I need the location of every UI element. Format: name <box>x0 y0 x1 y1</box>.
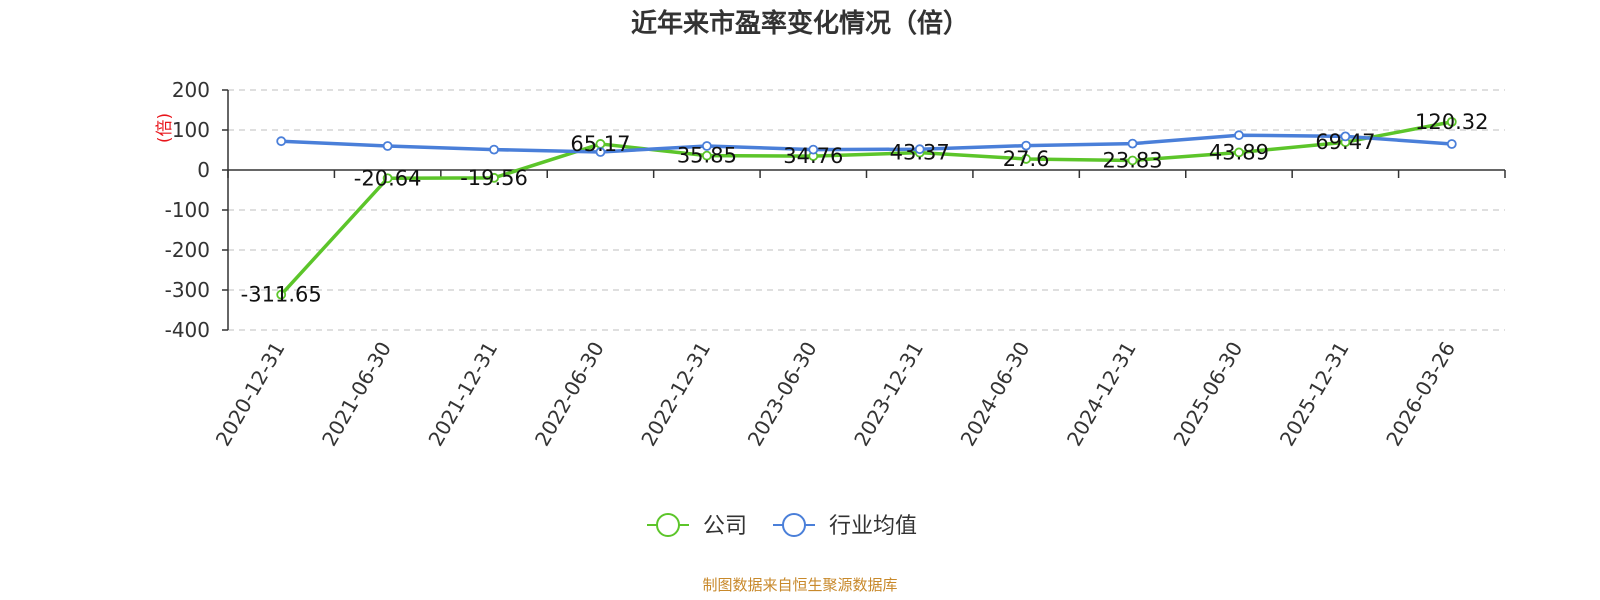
data-point-0 <box>276 289 287 300</box>
x-tick-label: 2024-06-30 <box>956 338 1035 451</box>
data-label: 27.6 <box>1003 147 1050 171</box>
data-labels: -311.65 -20.64 -19.56 65.17 35.85 34.76 43.37 2… <box>241 110 1489 307</box>
data-point-0 <box>382 173 393 184</box>
y-tick-label: -100 <box>165 198 210 222</box>
data-label: -20.64 <box>354 166 422 190</box>
source-note: 制图数据来自恒生聚源数据库 <box>702 576 897 594</box>
x-tick-label: 2025-06-30 <box>1168 338 1247 451</box>
data-label: 35.85 <box>677 144 737 168</box>
data-point-1 <box>1340 131 1351 142</box>
y-tick-label: -400 <box>165 318 210 342</box>
data-point-0 <box>701 150 712 161</box>
data-label: -19.56 <box>460 166 528 190</box>
data-point-1 <box>276 136 287 147</box>
x-tick-label: 2023-12-31 <box>849 338 928 451</box>
x-tick-label: 2023-06-30 <box>743 338 822 451</box>
y-tick-label: -300 <box>165 278 210 302</box>
chart-title: 近年来市盈率变化情况（倍） <box>631 8 969 39</box>
x-tick-label: 2020-12-31 <box>211 338 290 451</box>
data-point-1 <box>1021 140 1032 151</box>
data-label: 65.17 <box>570 132 630 156</box>
legend-label-1: 行业均值 <box>829 514 917 539</box>
x-tick-label: 2026-03-26 <box>1381 338 1460 451</box>
data-point-1 <box>914 144 925 155</box>
data-point-1 <box>382 141 393 151</box>
data-point-0 <box>489 172 499 183</box>
series-line-1 <box>281 133 1452 154</box>
y-tick-label: 0 <box>197 158 210 182</box>
x-tick-label: 2022-12-31 <box>636 338 715 451</box>
data-point-0 <box>1127 155 1138 166</box>
data-point-0 <box>1446 116 1457 127</box>
data-label: 34.76 <box>783 144 843 168</box>
data-point-1 <box>1446 139 1457 149</box>
data-point-1 <box>1127 138 1138 149</box>
data-label: 69.47 <box>1315 130 1375 154</box>
series-line-0 <box>279 120 1453 296</box>
data-label: 43.89 <box>1209 140 1269 164</box>
data-points <box>276 116 1457 300</box>
data-point-1 <box>489 144 499 155</box>
data-point-0 <box>1234 147 1244 158</box>
y-tick-label: 200 <box>172 78 210 102</box>
y-tick-label: 100 <box>172 118 210 142</box>
x-tick-label: 2021-12-31 <box>423 338 502 451</box>
x-tick-label: 2022-06-30 <box>530 338 609 451</box>
data-point-1 <box>808 144 819 155</box>
series-lines <box>279 120 1453 296</box>
data-point-0 <box>1021 154 1032 164</box>
legend-label-0: 公司 <box>703 514 747 539</box>
data-point-1 <box>595 147 606 157</box>
y-axis-label: (倍) <box>155 113 175 143</box>
grid-lines <box>228 89 1505 331</box>
legend-marker-1 <box>782 513 806 537</box>
legend: 公司 行业均值 <box>647 513 917 539</box>
data-label: 23.83 <box>1102 148 1162 172</box>
data-label: 120.32 <box>1415 110 1488 134</box>
data-label: 43.37 <box>890 141 950 165</box>
y-tick-label: -200 <box>165 238 210 262</box>
legend-marker-0 <box>656 513 680 537</box>
x-tick-label: 2021-06-30 <box>317 338 396 451</box>
x-tick-label: 2025-12-31 <box>1275 338 1354 451</box>
data-point-1 <box>1234 130 1244 141</box>
data-label: -311.65 <box>241 283 322 307</box>
x-tick-label: 2024-12-31 <box>1062 338 1141 451</box>
data-point-1 <box>701 141 712 151</box>
